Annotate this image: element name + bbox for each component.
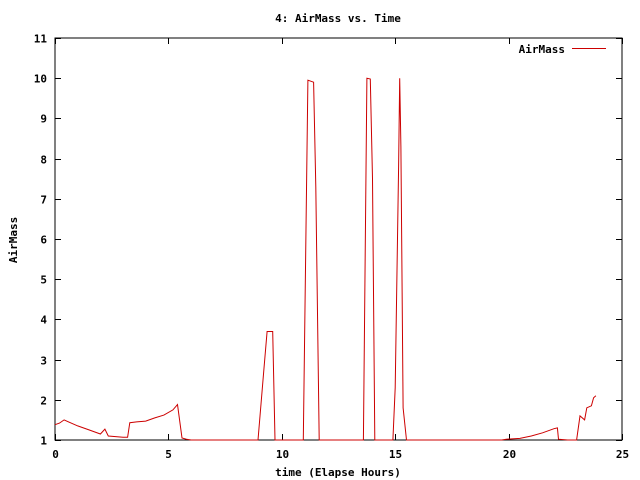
x-tick-label: 10 [276,448,289,461]
plot-frame [54,37,623,441]
y-tick-label: 7 [40,194,47,207]
plot-area: 1 2 3 4 5 6 7 8 9 10 11 0 5 10 15 20 25 AirMass [34,33,629,462]
y-tick-label: 10 [34,73,47,86]
y-tick-label: 9 [40,113,47,126]
x-tick-label: 0 [52,448,59,461]
y-tick-label: 3 [40,355,47,368]
airmass-series-line [54,77,597,441]
x-tick-label: 5 [165,448,172,461]
y-tick-label: 8 [40,154,47,167]
y-tick-label: 11 [34,33,48,46]
y-tick-label: 2 [40,395,47,408]
x-tick-label: 20 [503,448,516,461]
legend-label: AirMass [519,43,565,56]
x-axis-label: time (Elapse Hours) [275,466,401,479]
x-tick-label: 25 [616,448,629,461]
chart-title: 4: AirMass vs. Time [275,12,401,25]
y-tick-label: 5 [40,274,47,287]
x-tick-label: 15 [389,448,402,461]
y-axis-label: AirMass [7,217,20,263]
y-tick-label: 1 [40,435,47,448]
y-tick-label: 4 [40,314,47,327]
y-tick-label: 6 [40,234,47,247]
